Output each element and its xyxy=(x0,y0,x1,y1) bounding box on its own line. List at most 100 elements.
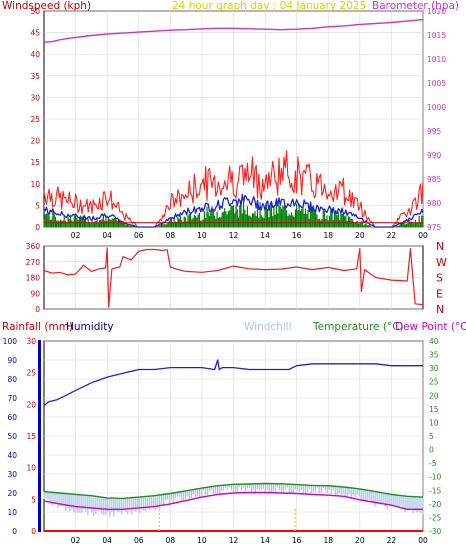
compass-label: W xyxy=(436,256,447,269)
rainfall-tick-label: 20 xyxy=(26,400,36,409)
wind-x-tick-label: 12 xyxy=(229,231,239,240)
temperature-tick-label: -20 xyxy=(429,500,441,509)
windspeed-tick-label: 0 xyxy=(35,223,40,232)
barometer-tick-label: 1010 xyxy=(427,55,446,64)
windspeed-tick-label: 45 xyxy=(30,29,40,38)
barometer-tick-label: 1000 xyxy=(427,103,446,112)
humidity-tick-label: 40 xyxy=(7,451,17,460)
humidity-tick-label: 20 xyxy=(7,489,17,498)
temperature-tick-label: 35 xyxy=(429,351,439,360)
compass-label: S xyxy=(436,272,443,285)
wind-direction-line xyxy=(43,247,424,308)
wind-pressure-panel: 0510152025303540455097598098599099510001… xyxy=(2,0,459,240)
temp-x-tick-label: 06 xyxy=(134,536,144,545)
rainfall-tick-label: 30 xyxy=(26,337,36,346)
wind-pressure-lines xyxy=(43,18,424,228)
humidity-tick-label: 10 xyxy=(7,508,17,517)
barometer-tick-label: 1005 xyxy=(427,79,446,88)
windspeed-tick-label: 5 xyxy=(35,201,40,210)
temp-x-tick-label: 00 xyxy=(418,536,428,545)
wind-pressure-ticks: 0510152025303540455097598098599099510001… xyxy=(30,7,446,240)
average-wind-line xyxy=(43,193,424,228)
wind-x-tick-label: 18 xyxy=(323,231,333,240)
direction-tick-label: 360 xyxy=(26,242,41,251)
temperature-tick-label: 25 xyxy=(429,378,439,387)
direction-tick-label: 270 xyxy=(26,258,41,267)
rainfall-tick-label: 0 xyxy=(31,527,36,536)
rainfall-tick-label: 15 xyxy=(26,432,36,441)
wind-direction-line xyxy=(43,247,424,308)
gust-speed-line xyxy=(43,150,424,228)
temp-x-tick-label: 14 xyxy=(260,536,270,545)
windspeed-tick-label: 20 xyxy=(30,137,40,146)
barometer-tick-label: 1020 xyxy=(427,7,446,16)
barometer-tick-label: 985 xyxy=(427,175,442,184)
rainfall-tick-label: 25 xyxy=(26,369,36,378)
temp-x-tick-label: 20 xyxy=(355,536,365,545)
wind-x-tick-label: 22 xyxy=(387,231,397,240)
temperature-tick-label: 20 xyxy=(429,391,439,400)
humidity-axis-label: Humidity xyxy=(66,321,114,333)
temp-x-tick-label: 10 xyxy=(197,536,207,545)
windspeed-tick-label: 10 xyxy=(30,180,40,189)
rainfall-axis-label: Rainfall (mm) xyxy=(2,321,73,333)
temp-x-tick-label: 04 xyxy=(102,536,112,545)
humidity-tick-label: 70 xyxy=(7,394,17,403)
temperature-tick-label: 30 xyxy=(429,364,439,373)
humidity-tick-label: 100 xyxy=(3,337,18,346)
barometer-tick-label: 980 xyxy=(427,199,442,208)
compass-label: E xyxy=(436,287,443,300)
temperature-tick-label: 0 xyxy=(429,446,434,455)
temp-x-tick-label: 18 xyxy=(323,536,333,545)
temperature-tick-label: -10 xyxy=(429,473,441,482)
humidity-tick-label: 50 xyxy=(7,432,17,441)
wind-direction-grid xyxy=(44,245,423,310)
barometer-axis-label: Barometer (hpa) xyxy=(372,0,459,12)
temperature-tick-label: -30 xyxy=(429,527,441,536)
temp-x-tick-label: 12 xyxy=(229,536,239,545)
windspeed-tick-label: 15 xyxy=(30,158,40,167)
windspeed-axis-label: Windspeed (kph) xyxy=(2,0,91,12)
rainfall-tick-label: 10 xyxy=(26,464,36,473)
humidity-line xyxy=(43,359,423,407)
humidity-tick-label: 0 xyxy=(12,527,17,536)
temperature-tick-label: 15 xyxy=(429,405,439,414)
temperature-humidity-panel: 0102030405060708090100051015202530-30-25… xyxy=(2,321,466,545)
barometer-tick-label: 975 xyxy=(427,223,442,232)
temperature-humidity-lines xyxy=(43,359,424,532)
barometer-tick-label: 1015 xyxy=(427,31,446,40)
wind-x-tick-label: 10 xyxy=(197,231,207,240)
temperature-tick-label: -15 xyxy=(429,486,441,495)
wind-x-tick-label: 20 xyxy=(355,231,365,240)
wind-x-tick-label: 00 xyxy=(418,231,428,240)
direction-tick-label: 180 xyxy=(26,274,41,283)
direction-tick-label: 90 xyxy=(30,289,40,298)
temperature-tick-label: 5 xyxy=(429,432,434,441)
windspeed-tick-label: 25 xyxy=(30,115,40,124)
humidity-tick-label: 80 xyxy=(7,375,17,384)
windchill-legend-label: Windchill xyxy=(244,321,292,333)
dewpoint-axis-label: Dew Point (°C) xyxy=(395,321,466,333)
wind-x-tick-label: 16 xyxy=(292,231,302,240)
wind-x-tick-label: 04 xyxy=(102,231,112,240)
windspeed-tick-label: 50 xyxy=(30,7,40,16)
barometer-line xyxy=(43,18,424,43)
barometer-tick-label: 990 xyxy=(427,151,442,160)
temperature-tick-label: 40 xyxy=(429,337,439,346)
temperature-line xyxy=(43,482,424,500)
compass-label: N xyxy=(436,303,444,316)
temp-x-tick-label: 08 xyxy=(166,536,176,545)
dewpoint-line xyxy=(43,491,423,510)
wind-x-tick-label: 08 xyxy=(166,231,176,240)
barometer-tick-label: 995 xyxy=(427,127,442,136)
windspeed-tick-label: 35 xyxy=(30,72,40,81)
humidity-tick-label: 30 xyxy=(7,470,17,479)
temperature-humidity-ticks: 0102030405060708090100051015202530-30-25… xyxy=(3,337,442,545)
direction-tick-label: 0 xyxy=(35,305,40,314)
humidity-tick-label: 90 xyxy=(7,356,17,365)
temp-x-tick-label: 22 xyxy=(387,536,397,545)
